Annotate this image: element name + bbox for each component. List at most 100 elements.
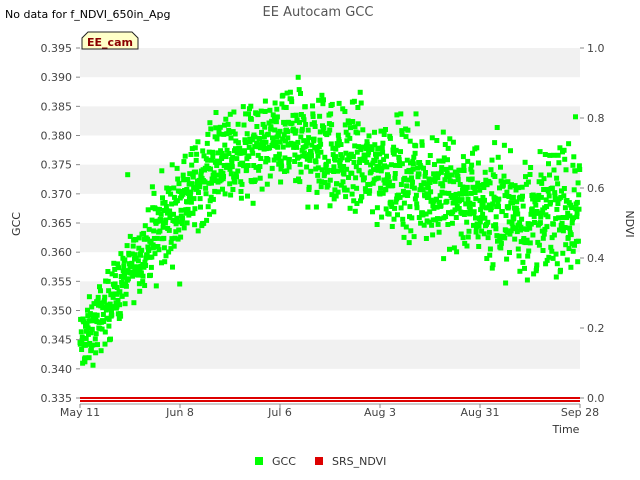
gcc-point — [514, 199, 520, 205]
gcc-point — [555, 181, 561, 187]
gcc-point — [91, 301, 97, 307]
gcc-point — [507, 250, 512, 255]
gcc-point — [104, 302, 110, 308]
gcc-point — [273, 119, 279, 125]
gcc-point — [210, 154, 216, 160]
gcc-point — [245, 193, 250, 199]
gcc-point — [454, 249, 460, 255]
gcc-point — [426, 219, 432, 225]
gcc-point — [423, 170, 428, 175]
gcc-point — [155, 210, 161, 216]
gcc-point — [283, 138, 288, 144]
gcc-point — [448, 165, 454, 171]
gcc-point — [487, 246, 493, 252]
gcc-point — [262, 98, 268, 104]
gcc-point — [532, 199, 538, 205]
gcc-point — [186, 181, 192, 187]
gcc-point — [526, 248, 532, 254]
gcc-point — [438, 169, 444, 175]
gcc-point — [392, 205, 398, 211]
gcc-point — [501, 173, 507, 179]
gcc-point — [254, 124, 260, 129]
gcc-point — [362, 155, 368, 161]
gcc-point — [141, 230, 147, 236]
gcc-point — [430, 217, 436, 223]
gcc-point — [207, 198, 213, 204]
gcc-point — [315, 172, 321, 178]
gcc-point — [220, 186, 225, 192]
gcc-point — [445, 157, 450, 163]
grid-band — [80, 281, 580, 311]
gcc-point — [380, 149, 386, 155]
gcc-point — [477, 219, 483, 225]
gcc-point — [385, 174, 391, 180]
gcc-point — [148, 272, 153, 278]
gcc-point — [543, 261, 549, 267]
gcc-point — [340, 179, 346, 185]
gcc-point — [461, 163, 467, 169]
gcc-point — [260, 139, 266, 145]
gcc-point — [234, 156, 240, 162]
gcc-point — [534, 262, 540, 268]
gcc-point — [558, 194, 564, 200]
gcc-point — [527, 225, 533, 231]
gcc-point — [314, 148, 320, 154]
gcc-point — [333, 146, 339, 152]
gcc-point — [417, 187, 423, 193]
gcc-point — [438, 203, 444, 209]
gcc-point — [151, 228, 157, 234]
gcc-point — [122, 257, 128, 263]
gcc-point — [444, 170, 450, 176]
gcc-point — [315, 165, 321, 171]
ee-cam-badge: EE_cam — [81, 31, 139, 50]
gcc-point — [451, 245, 457, 251]
gcc-point — [332, 187, 338, 193]
gcc-point — [545, 214, 551, 220]
gcc-point — [217, 160, 223, 166]
chart-title: EE Autocam GCC — [263, 5, 374, 20]
gcc-point — [275, 144, 281, 150]
y-ticks-left: 0.335 0.340 0.345 0.350 0.355 0.360 0.365 0.370… — [41, 42, 80, 405]
gcc-point — [256, 167, 262, 173]
gcc-point — [405, 127, 411, 133]
gcc-point — [133, 255, 139, 261]
gcc-point — [354, 201, 360, 206]
gcc-point — [397, 160, 402, 166]
gcc-point — [459, 210, 465, 216]
gcc-point — [528, 165, 534, 170]
gcc-point — [464, 184, 470, 190]
gcc-point — [102, 294, 108, 300]
gcc-point — [226, 130, 232, 136]
gcc-point — [560, 228, 566, 234]
gcc-point — [371, 167, 376, 173]
gcc-point — [198, 204, 203, 210]
gcc-point — [171, 211, 176, 217]
gcc-point — [566, 141, 572, 147]
gcc-point — [249, 147, 255, 153]
gcc-point — [210, 196, 216, 202]
gcc-point — [427, 153, 433, 158]
gcc-point — [425, 160, 431, 165]
gcc-point — [332, 157, 338, 163]
gcc-point — [304, 164, 310, 170]
gcc-point — [185, 199, 190, 205]
gcc-point — [431, 205, 437, 211]
gcc-point — [540, 248, 546, 253]
gcc-point — [562, 205, 568, 211]
gcc-point — [550, 221, 556, 227]
gcc-point — [211, 174, 217, 180]
gcc-point — [448, 178, 453, 184]
y-tick-label: 0.345 — [41, 334, 73, 347]
gcc-point — [520, 259, 526, 265]
gcc-point — [364, 159, 370, 165]
gcc-point — [398, 149, 403, 155]
y-tick-label-right: 0.2 — [587, 322, 605, 335]
gcc-point — [453, 199, 459, 205]
gcc-point — [125, 276, 131, 282]
gcc-point — [574, 214, 580, 220]
gcc-point — [406, 177, 412, 183]
gcc-point — [397, 194, 403, 200]
gcc-point — [538, 194, 544, 200]
gcc-point — [350, 184, 356, 190]
gcc-point — [310, 111, 316, 117]
